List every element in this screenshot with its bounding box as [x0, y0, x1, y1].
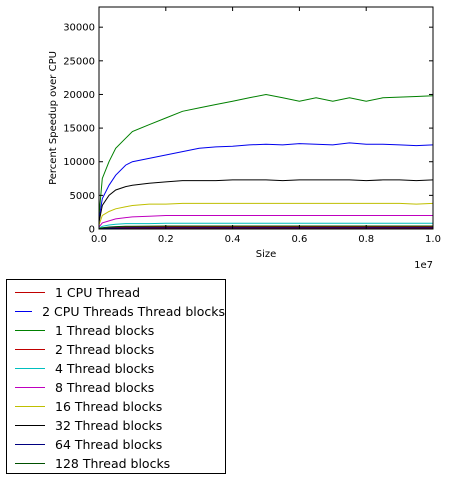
legend-swatch [15, 444, 45, 445]
legend-item: 4 Thread blocks [7, 359, 225, 378]
legend-item: 1 CPU Thread [7, 283, 225, 302]
y-tick-label: 30000 [63, 23, 95, 34]
y-axis: 0 5000 10000 15000 20000 25000 30000 [63, 23, 433, 236]
legend-swatch [15, 349, 45, 350]
y-tick-label: 20000 [63, 90, 95, 101]
legend-label: 8 Thread blocks [55, 380, 155, 395]
legend-swatch [15, 292, 45, 293]
legend-swatch [15, 463, 45, 464]
legend-swatch [15, 311, 33, 312]
x-tick-label: 0.6 [291, 234, 307, 245]
x-tick-label: 0.8 [358, 234, 374, 245]
chart: 0.0 0.2 0.4 0.6 0.8 1.0 0 5000 10000 15000 20000 2… [48, 6, 441, 271]
y-tick-label: 5000 [70, 191, 95, 202]
legend-swatch [15, 368, 45, 369]
legend: 1 CPU Thread 2 CPU Threads Thread blocks 1… [6, 279, 226, 474]
legend-label: 4 Thread blocks [55, 361, 155, 376]
legend-item: 64 Thread blocks [7, 435, 225, 454]
plot-frame [98, 6, 434, 230]
x-tick-label: 0.0 [91, 234, 107, 245]
x-axis-label: Size [256, 249, 277, 260]
legend-label: 128 Thread blocks [55, 456, 171, 471]
legend-item: 128 Thread blocks [7, 454, 225, 473]
y-tick-label: 0 [89, 225, 95, 236]
x-tick-label: 0.2 [158, 234, 174, 245]
legend-swatch [15, 330, 45, 331]
y-axis-label: Percent Speedup over CPU [48, 51, 59, 185]
series-line-9 [99, 225, 433, 229]
legend-swatch [15, 425, 45, 426]
legend-label: 2 CPU Threads Thread blocks [42, 304, 225, 319]
legend-item: 32 Thread blocks [7, 416, 225, 435]
legend-item: 1 Thread blocks [7, 321, 225, 340]
legend-label: 32 Thread blocks [55, 418, 163, 433]
series-line-7 [99, 179, 433, 223]
y-tick-label: 25000 [63, 56, 95, 67]
legend-item: 2 CPU Threads Thread blocks [7, 302, 225, 321]
x-axis: 0.0 0.2 0.4 0.6 0.8 1.0 [91, 7, 441, 245]
series-line-2 [99, 93, 433, 216]
legend-swatch [15, 406, 45, 407]
series-line-5 [99, 215, 433, 228]
legend-label: 1 Thread blocks [55, 323, 155, 338]
series-line-6 [99, 202, 433, 226]
x-tick-label: 1.0 [425, 234, 441, 245]
legend-swatch [15, 387, 45, 388]
legend-label: 16 Thread blocks [55, 399, 163, 414]
series-line-8 [99, 227, 433, 229]
y-tick-label: 15000 [63, 124, 95, 135]
series-line-1 [99, 142, 433, 219]
x-axis-offset-label: 1e7 [414, 260, 433, 271]
y-tick-label: 10000 [63, 157, 95, 168]
plot-area [98, 6, 434, 230]
series-line-4 [99, 222, 433, 229]
legend-item: 8 Thread blocks [7, 378, 225, 397]
legend-item: 2 Thread blocks [7, 340, 225, 359]
legend-label: 1 CPU Thread [55, 285, 141, 300]
legend-item: 16 Thread blocks [7, 397, 225, 416]
series-line-3 [99, 226, 433, 229]
x-tick-label: 0.4 [225, 234, 241, 245]
legend-label: 64 Thread blocks [55, 437, 163, 452]
legend-label: 2 Thread blocks [55, 342, 155, 357]
